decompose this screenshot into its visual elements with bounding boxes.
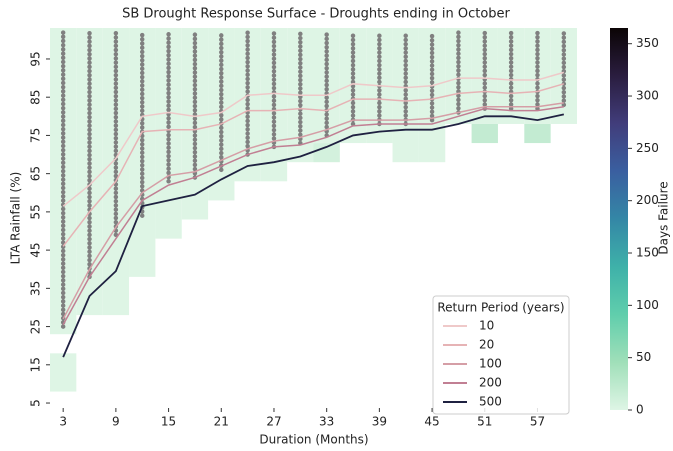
y-tick-label: 5 [29,399,43,407]
x-tick-label: 39 [372,415,387,429]
y-tick-label: 35 [29,281,43,296]
series-line [62,106,564,326]
y-tick-label: 85 [29,90,43,105]
samples [60,29,567,329]
legend-title: Return Period (years) [437,301,564,315]
colorbar-scale [610,28,628,410]
y-tick-label: 15 [29,357,43,372]
surface-cell [471,123,498,144]
colorbar-tick-label: 0 [636,403,644,417]
colorbar-tick-label: 150 [636,246,659,260]
colorbar-tick-label: 100 [636,298,659,312]
surface-cell [524,123,551,144]
y-tick-label: 45 [29,242,43,257]
chart-title: SB Drought Response Surface - Droughts e… [122,7,510,22]
x-tick-label: 3 [59,415,67,429]
x-tick-label: 9 [112,415,120,429]
legend-label: 500 [479,395,502,409]
series-line [62,83,565,247]
y-axis-label: LTA Rainfall (%) [9,172,23,265]
x-tick-label: 33 [319,415,334,429]
x-tick-label: 51 [477,415,492,429]
y-tick-label: 25 [29,319,43,334]
series-line [62,113,565,358]
colorbar-tick-label: 300 [636,89,659,103]
colorbar: 0 50 100 150 200 250 300 350 Days Failure [610,28,671,417]
legend-label: 200 [479,376,502,390]
legend-label: 10 [479,319,494,333]
y-tick-label: 95 [29,51,43,66]
colorbar-tick-label: 200 [636,193,659,207]
surface-cell [313,143,340,163]
colorbar-label: Days Failure [657,181,671,254]
x-tick-label: 45 [424,415,439,429]
surface-cell [50,353,77,392]
legend-label: 20 [479,338,494,352]
y-tick-label: 65 [29,166,43,181]
x-tick-label: 15 [161,415,176,429]
x-axis-label: Duration (Months) [259,433,368,447]
series-line [62,102,564,320]
x-tick-label: 27 [266,415,281,429]
x-tick-label: 57 [530,415,545,429]
legend: Return Period (years) 10 20 100 200 500 [432,295,570,415]
lines [62,71,565,358]
colorbar-tick-label: 50 [636,350,651,364]
colorbar-tick-label: 250 [636,141,659,155]
y-tick-label: 55 [29,204,43,219]
series-line [62,71,565,207]
y-tick-label: 75 [29,128,43,143]
x-tick-label: 21 [214,415,229,429]
colorbar-tick-label: 350 [636,36,659,50]
legend-label: 100 [479,357,502,371]
